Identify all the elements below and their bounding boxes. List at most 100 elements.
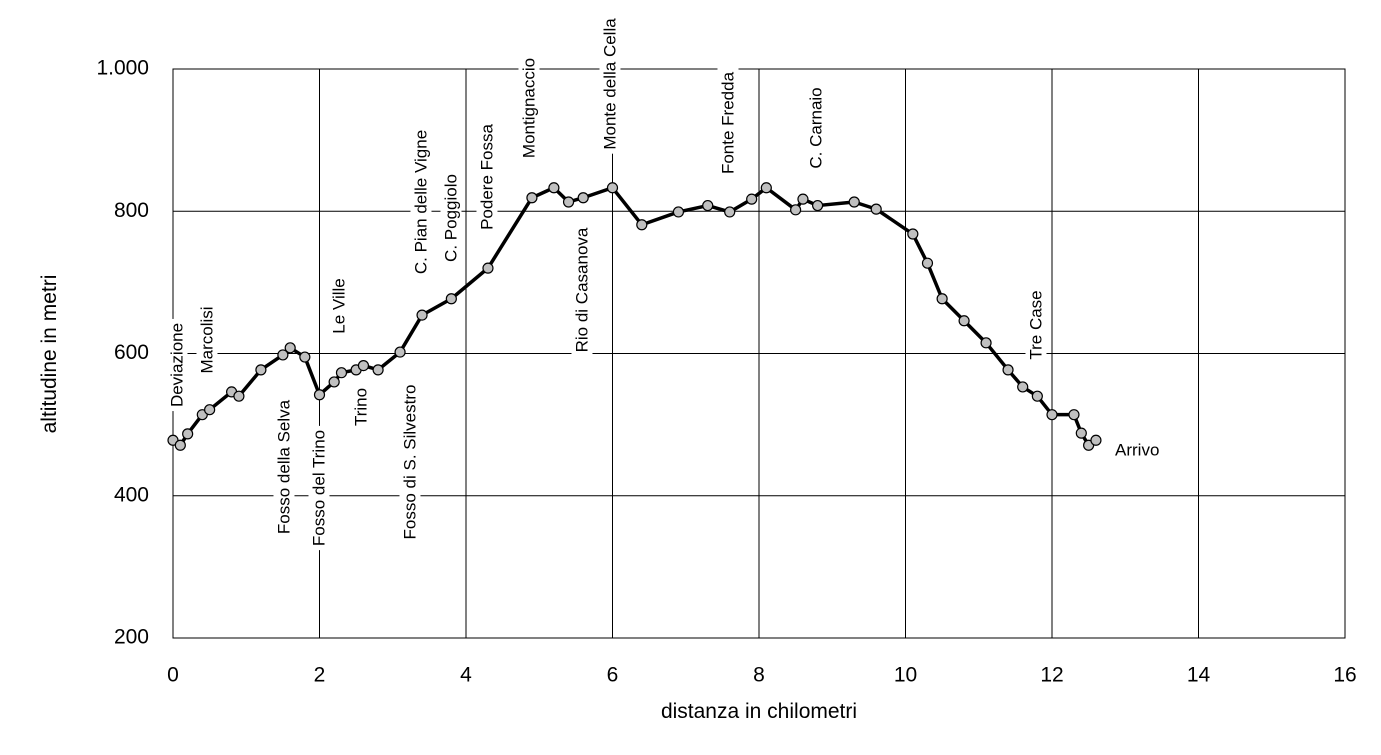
data-point bbox=[1017, 381, 1029, 393]
annotation-bg bbox=[273, 395, 295, 539]
data-point bbox=[328, 376, 340, 388]
data-point bbox=[1046, 409, 1058, 421]
annotation-label: Rio di Casanova bbox=[572, 227, 591, 352]
annotation: Fosso del Trino bbox=[308, 425, 330, 551]
data-point bbox=[1002, 364, 1014, 376]
annotation-bg bbox=[328, 274, 350, 338]
annotation-bg bbox=[476, 119, 498, 234]
annotation-label: Monte della Cella bbox=[600, 18, 619, 150]
data-point bbox=[672, 206, 685, 218]
data-point bbox=[357, 359, 370, 372]
data-point bbox=[724, 206, 736, 218]
annotation: C. Poggiolo bbox=[440, 170, 462, 266]
x-tick-label: 0 bbox=[167, 664, 179, 687]
data-point bbox=[174, 439, 186, 451]
data-point bbox=[746, 193, 758, 205]
annotation-label: Trino bbox=[351, 388, 370, 426]
data-point bbox=[255, 364, 267, 376]
annotation-label: Arrivo bbox=[1115, 440, 1159, 459]
annotation-label: C. Pian delle Vigne bbox=[411, 130, 430, 274]
data-point bbox=[907, 228, 919, 240]
x-tick-label: 8 bbox=[753, 664, 765, 687]
data-point bbox=[394, 346, 406, 358]
data-point bbox=[577, 192, 589, 204]
annotation-bg bbox=[410, 125, 432, 279]
data-point bbox=[299, 351, 311, 363]
data-point bbox=[848, 196, 860, 208]
annotation-bg bbox=[399, 380, 421, 544]
data-point bbox=[313, 389, 326, 401]
data-point bbox=[1090, 434, 1102, 446]
data-point bbox=[1068, 409, 1080, 421]
annotation-label: Marcolisi bbox=[197, 306, 216, 373]
data-point bbox=[182, 428, 194, 440]
data-point bbox=[958, 315, 970, 327]
x-tick-label: 10 bbox=[894, 664, 917, 687]
data-point bbox=[445, 293, 457, 305]
profile-line bbox=[172, 186, 1097, 448]
y-axis-title: altitudine in metri bbox=[38, 275, 61, 434]
data-point bbox=[1031, 390, 1043, 402]
data-point bbox=[636, 219, 648, 231]
data-point bbox=[980, 337, 992, 349]
annotation: Fosso della Selva bbox=[273, 395, 295, 539]
data-point bbox=[702, 199, 714, 212]
data-point bbox=[277, 349, 289, 361]
data-point bbox=[760, 182, 772, 194]
annotation-bg bbox=[1025, 286, 1047, 364]
x-tick-label: 12 bbox=[1040, 664, 1063, 687]
x-axis-title: distanza in chilometri bbox=[661, 700, 857, 723]
y-tick-label: 1.000 bbox=[96, 57, 149, 80]
data-point bbox=[335, 367, 348, 379]
data-point bbox=[204, 404, 216, 416]
annotation: Deviazione bbox=[166, 318, 188, 412]
data-point bbox=[284, 342, 296, 354]
data-point bbox=[526, 192, 538, 204]
annotation-label: Le Ville bbox=[329, 278, 348, 333]
data-point bbox=[811, 199, 824, 212]
x-tick-label: 16 bbox=[1333, 664, 1356, 687]
y-tick-label: 600 bbox=[114, 341, 149, 364]
data-point bbox=[482, 262, 494, 274]
data-point bbox=[233, 390, 245, 402]
annotation-label: Fosso del Trino bbox=[309, 430, 328, 546]
data-point bbox=[548, 182, 560, 194]
data-point bbox=[562, 196, 575, 208]
annotation: Fonte Fredda bbox=[717, 67, 739, 179]
annotation: Trino bbox=[350, 383, 372, 431]
annotation-bg bbox=[518, 53, 540, 163]
annotation-bg bbox=[166, 318, 188, 412]
annotation-label: C. Carnaio bbox=[806, 87, 825, 168]
data-point bbox=[1075, 427, 1087, 439]
annotation-label: Tre Case bbox=[1026, 290, 1045, 359]
annotation-label: Fosso della Selva bbox=[274, 399, 293, 534]
x-tick-label: 2 bbox=[314, 664, 326, 687]
annotation-bg bbox=[805, 83, 827, 173]
annotation: Le Ville bbox=[328, 274, 350, 338]
annotation-label: Montignaccio bbox=[519, 58, 538, 158]
annotation-label: Fonte Fredda bbox=[718, 71, 737, 174]
y-tick-label: 400 bbox=[114, 483, 149, 506]
annotation: Tre Case bbox=[1025, 286, 1047, 364]
annotation-label: Deviazione bbox=[167, 323, 186, 407]
data-point bbox=[606, 182, 619, 194]
annotation-bg bbox=[599, 13, 621, 154]
annotation: Monte della Cella bbox=[599, 13, 621, 154]
annotation-label: Fosso di S. Silvestro bbox=[400, 385, 419, 540]
annotation-bg bbox=[196, 302, 218, 378]
annotation-bg bbox=[440, 170, 462, 266]
data-point bbox=[416, 309, 428, 321]
annotation-bg bbox=[350, 383, 372, 431]
y-tick-label: 800 bbox=[114, 199, 149, 222]
annotation-label: Podere Fossa bbox=[477, 124, 496, 230]
annotation: Rio di Casanova bbox=[571, 223, 593, 357]
data-point bbox=[790, 204, 802, 216]
data-point bbox=[936, 293, 948, 305]
annotation: Marcolisi bbox=[196, 302, 218, 378]
annotation-label: C. Poggiolo bbox=[441, 174, 460, 262]
data-point bbox=[870, 203, 882, 215]
annotation-bg bbox=[308, 425, 330, 551]
annotation: Fosso di S. Silvestro bbox=[399, 380, 421, 544]
annotation: Montignaccio bbox=[518, 53, 540, 163]
